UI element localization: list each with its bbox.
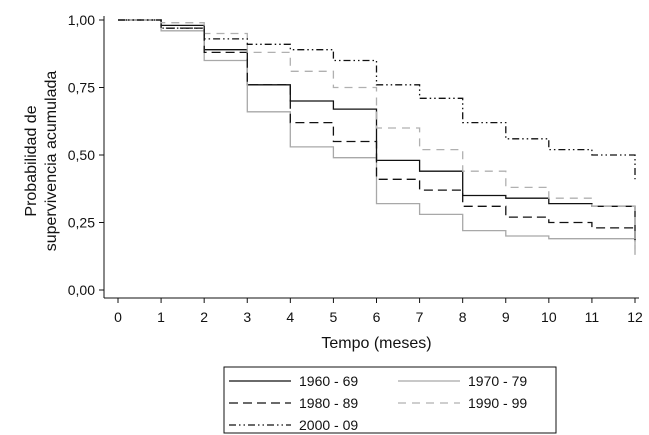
y-tick-label: 1,00: [68, 12, 95, 28]
x-tick-label: 6: [373, 309, 381, 325]
legend: 1960 - 69 1970 - 79 1980 - 89 1990 - 99 2000…: [223, 366, 557, 434]
y-tick-label: 0,00: [68, 282, 95, 298]
series-line-1970-79: [118, 19, 636, 255]
series-line-1980-89: [118, 19, 636, 242]
legend-label: 1970 - 79: [468, 373, 527, 389]
x-tick-label: 12: [627, 309, 643, 325]
legend-label: 1990 - 99: [468, 395, 527, 411]
y-tick-label: 0,50: [68, 147, 95, 163]
x-tick-label: 5: [330, 309, 338, 325]
y-axis-label: Probabilidad de supervivencia acumulada: [23, 71, 60, 252]
y-axis-label-line: Probabilidad de: [23, 105, 40, 216]
x-tick-label: 0: [114, 309, 122, 325]
x-tick-label: 10: [541, 309, 557, 325]
y-tick-label: 0,25: [68, 215, 95, 231]
legend-label: 2000 - 09: [299, 417, 358, 433]
series-line-1960-69: [118, 19, 636, 242]
x-tick-label: 7: [416, 309, 424, 325]
legend-label: 1980 - 89: [299, 395, 358, 411]
series-line-2000-09: [118, 19, 636, 180]
x-axis-label: Tempo (meses): [321, 335, 431, 352]
x-tick-label: 9: [502, 309, 510, 325]
y-tick-label: 0,75: [68, 80, 95, 96]
y-axis-label-line: supervivencia acumulada: [43, 71, 60, 252]
x-tick-label: 11: [585, 309, 600, 325]
axes: 0,000,250,500,751,000 1 2 3 4 5 6 7 8 9 10 11 12: [68, 12, 643, 325]
x-tick-label: 2: [200, 309, 208, 325]
legend-box: [223, 366, 557, 434]
legend-label: 1960 - 69: [299, 373, 358, 389]
x-tick-label: 8: [459, 309, 467, 325]
series-group: [118, 19, 636, 255]
x-tick-label: 3: [243, 309, 251, 325]
x-tick-label: 4: [286, 309, 294, 325]
x-tick-label: 1: [157, 309, 165, 325]
